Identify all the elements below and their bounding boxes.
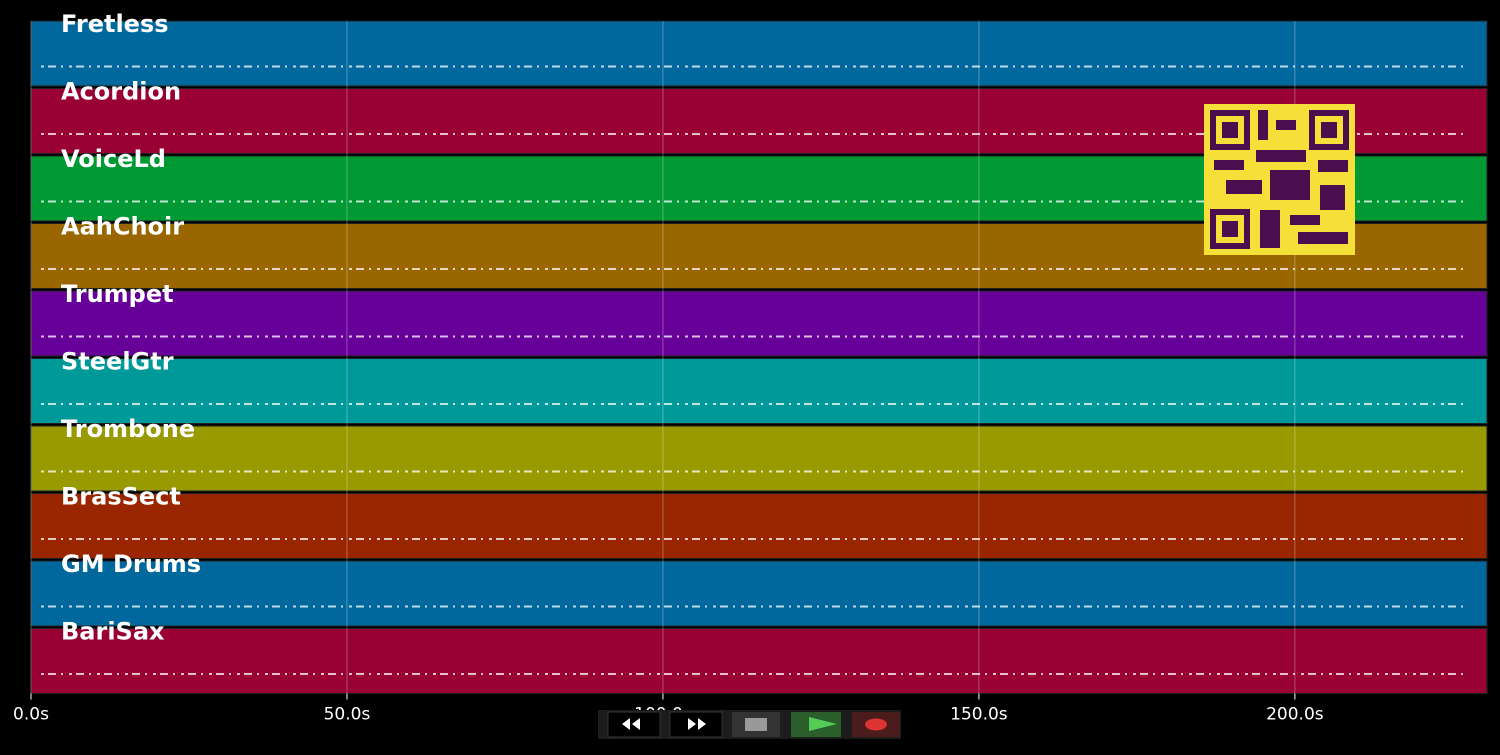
x-tick-label: 150.0s [950, 705, 1008, 725]
x-tick-label: 200.0s [1266, 705, 1324, 725]
forward-button[interactable] [669, 711, 723, 738]
track-lane [30, 425, 1488, 492]
track-name: VoiceLd [61, 145, 166, 173]
transport-controls [598, 710, 901, 739]
x-tick-label: 50.0s [324, 705, 371, 725]
track-lane [30, 560, 1488, 627]
track-name: Trombone [61, 415, 195, 443]
x-tick-label: 0.0s [13, 705, 49, 725]
track-lane [30, 493, 1488, 559]
track-lane [30, 290, 1488, 357]
track-name: BrasSect [61, 483, 181, 511]
track-name: Fretless [61, 10, 169, 38]
track-name: GM Drums [61, 550, 201, 578]
track-name: BariSax [61, 618, 165, 646]
track-lane [30, 358, 1488, 424]
qr-code [1204, 104, 1355, 255]
track-name: AahChoir [61, 213, 184, 241]
track-lane [30, 628, 1488, 694]
track-name: SteelGtr [61, 348, 174, 376]
track-lane [30, 20, 1488, 87]
track-name: Trumpet [61, 280, 174, 308]
track-name: Acordion [61, 78, 181, 106]
